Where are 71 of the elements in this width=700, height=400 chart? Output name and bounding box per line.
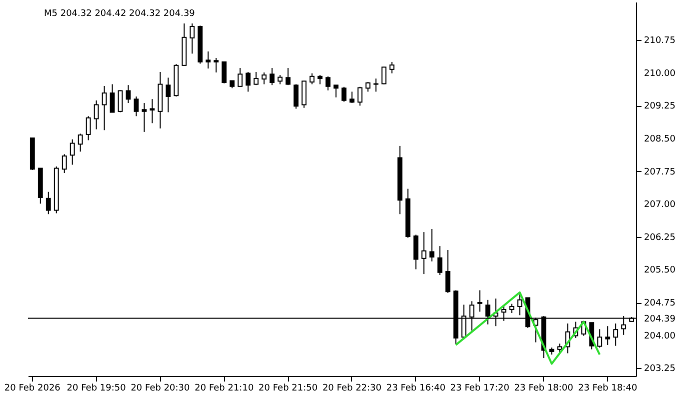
- x-tick-label: 23 Feb 17:20: [450, 384, 510, 394]
- candlestick: [46, 191, 51, 215]
- candlestick: [270, 68, 275, 86]
- y-tick-label: 210.75: [644, 36, 676, 46]
- candlestick: [445, 250, 450, 294]
- candlestick: [326, 76, 330, 91]
- candlestick: [350, 91, 354, 104]
- candlestick: [421, 232, 426, 275]
- y-tick-label: 207.75: [644, 167, 676, 178]
- candlestick: [597, 328, 602, 348]
- candlestick: [78, 133, 83, 152]
- x-tick-label: 23 Feb 18:00: [514, 384, 574, 394]
- y-tick-label: 207.00: [644, 200, 676, 210]
- candlestick: [477, 290, 482, 312]
- candlestick: [150, 98, 155, 124]
- candlestick: [206, 50, 211, 69]
- candlestick: [86, 116, 91, 141]
- candlestick: [358, 86, 362, 106]
- candlestick: [429, 228, 434, 262]
- candlestick: [413, 234, 418, 270]
- candlestick: [310, 72, 314, 85]
- candlestick: [214, 57, 219, 73]
- x-tick-label: 20 Feb 19:50: [66, 384, 126, 394]
- candlestick: [302, 80, 306, 108]
- candlestick: [365, 82, 370, 92]
- candlestick: [246, 71, 251, 92]
- candlestick: [166, 77, 171, 113]
- candlestick: [342, 86, 346, 102]
- y-tick-label: 204.00: [644, 331, 676, 342]
- candlestick: [605, 326, 610, 346]
- x-tick-label: 20 Feb 2026: [4, 384, 61, 394]
- x-tick-label: 20 Feb 22:30: [322, 384, 382, 394]
- candlestick: [318, 74, 322, 85]
- candlestick: [509, 303, 514, 314]
- candlestick: [94, 100, 99, 130]
- candlestick: [62, 154, 67, 174]
- candlestick: [613, 323, 618, 346]
- candlestick: [238, 68, 243, 87]
- candlestick: [278, 74, 283, 85]
- candlestick: [110, 84, 115, 113]
- x-tick-label: 23 Feb 18:40: [578, 384, 638, 394]
- y-tick-label: 205.50: [644, 266, 676, 276]
- candlestick: [437, 246, 442, 276]
- candlestick: [134, 96, 139, 117]
- x-tick-label: 20 Feb 21:10: [194, 384, 254, 394]
- candlestick: [389, 61, 394, 74]
- y-tick-label: 206.25: [644, 232, 676, 243]
- candlestick: [517, 294, 522, 316]
- candlestick: [286, 68, 291, 86]
- candlestick: [70, 138, 75, 166]
- x-tick-label: 20 Feb 21:50: [258, 384, 318, 394]
- candlestick: [294, 84, 299, 110]
- candlestick: [126, 84, 131, 104]
- candlestick: [381, 66, 386, 85]
- y-tick-label: 203.25: [644, 364, 676, 374]
- candlestick: [334, 84, 338, 98]
- y-tick-label: 208.50: [644, 134, 676, 144]
- y-tick-label: 204.75: [644, 298, 676, 309]
- text: M5 204.32 204.42 204.32 204.39: [44, 9, 196, 19]
- candlestick: [262, 72, 267, 85]
- candlestick: [142, 102, 147, 132]
- candlestick: [254, 71, 259, 86]
- candlestick: [102, 85, 107, 131]
- y-tick-label: 209.25: [644, 102, 676, 112]
- x-tick-label: 23 Feb 16:40: [386, 384, 446, 394]
- candlestick: [222, 61, 227, 84]
- line-series: [454, 291, 601, 365]
- ref-line-label: 204.39: [644, 314, 676, 324]
- x-tick-label: 20 Feb 20:30: [130, 384, 190, 394]
- y-tick-label: 210.00: [644, 68, 676, 79]
- candlestick: [190, 22, 195, 54]
